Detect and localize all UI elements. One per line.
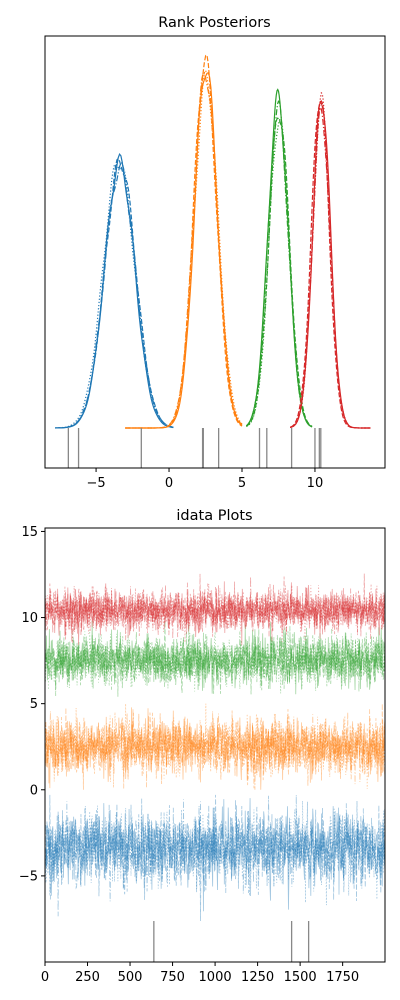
- idata-plots-title: idata Plots: [176, 508, 252, 524]
- kde-curve-series-3-chain-3: [246, 117, 313, 428]
- trace-series-4-chain-3: [45, 584, 385, 643]
- idata-plots-plot-area: [45, 573, 385, 962]
- kde-curve-series-2-chain-2: [125, 54, 243, 429]
- trace-series-2-chain-4: [45, 709, 385, 790]
- x-tick-label-4: 750: [160, 970, 185, 985]
- y-tick-label-4: 10: [21, 611, 38, 626]
- x-tick-label-5: 1000: [199, 970, 232, 985]
- trace-series-4-chain-1: [45, 581, 385, 646]
- rank-posteriors-x-axis: −5 0 5 10: [86, 468, 323, 491]
- trace-series-3-chain-2: [45, 620, 385, 697]
- idata-plots-x-axis: 0 250 500 750 1000 1250 1500 1750: [41, 962, 359, 985]
- kde-curve-series-4-chain-4: [289, 106, 371, 429]
- kde-curve-series-4-chain-1: [290, 101, 371, 429]
- kde-curve-series-1-chain-2: [55, 157, 174, 429]
- x-tick-label-4: 10: [307, 476, 324, 491]
- trace-series-4-chain-2: [45, 573, 385, 642]
- rank-posteriors-title: Rank Posteriors: [158, 15, 270, 31]
- idata-plots-panel: idata Plots 0 250 500 750 1000 1250 1500 1750 −…: [19, 508, 386, 985]
- trace-series-3-chain-3: [45, 629, 385, 694]
- y-tick-label-5: 15: [21, 525, 38, 540]
- kde-curve-series-2-chain-1: [125, 71, 243, 429]
- trace-series-2-chain-1: [45, 707, 385, 790]
- trace-series-1-chain-4: [45, 794, 385, 917]
- x-tick-label-2: 0: [165, 476, 173, 491]
- trace-series-1-chain-3: [45, 800, 385, 906]
- kde-curve-series-4-chain-2: [289, 100, 371, 429]
- rank-posteriors-panel: Rank Posteriors −5 0 5 10: [44, 15, 386, 491]
- x-tick-label-1: 0: [41, 970, 49, 985]
- rank-posteriors-frame: [44, 35, 386, 469]
- y-tick-label-1: −5: [19, 869, 38, 884]
- kde-curve-series-1-chain-4: [55, 162, 174, 429]
- trace-series-1-chain-1: [45, 798, 385, 912]
- rank-posteriors-plot-area: [55, 54, 371, 468]
- idata-plots-y-axis: −5 0 5 10 15: [19, 525, 45, 884]
- kde-curve-series-3-chain-2: [246, 117, 313, 427]
- trace-series-3-chain-4: [45, 624, 385, 697]
- x-tick-label-6: 1250: [241, 970, 274, 985]
- kde-curve-series-1-chain-1: [55, 152, 174, 429]
- kde-curve-series-3-chain-4: [246, 100, 313, 428]
- trace-series-3-chain-1: [45, 620, 385, 695]
- trace-series-2-chain-2: [45, 703, 385, 790]
- x-tick-label-1: −5: [86, 476, 105, 491]
- trace-series-1-chain-2: [45, 794, 385, 922]
- x-tick-label-3: 5: [238, 476, 246, 491]
- y-tick-label-2: 0: [30, 783, 38, 798]
- trace-series-4-chain-4: [45, 576, 385, 643]
- x-tick-label-7: 1500: [284, 970, 317, 985]
- x-tick-label-8: 1750: [326, 970, 359, 985]
- kde-curve-series-2-chain-4: [125, 72, 243, 429]
- kde-curve-series-1-chain-3: [55, 163, 174, 429]
- trace-series-2-chain-3: [45, 703, 385, 790]
- x-tick-label-3: 500: [118, 970, 143, 985]
- y-tick-label-3: 5: [30, 697, 38, 712]
- kde-curve-series-3-chain-1: [245, 88, 313, 428]
- x-tick-label-2: 250: [75, 970, 100, 985]
